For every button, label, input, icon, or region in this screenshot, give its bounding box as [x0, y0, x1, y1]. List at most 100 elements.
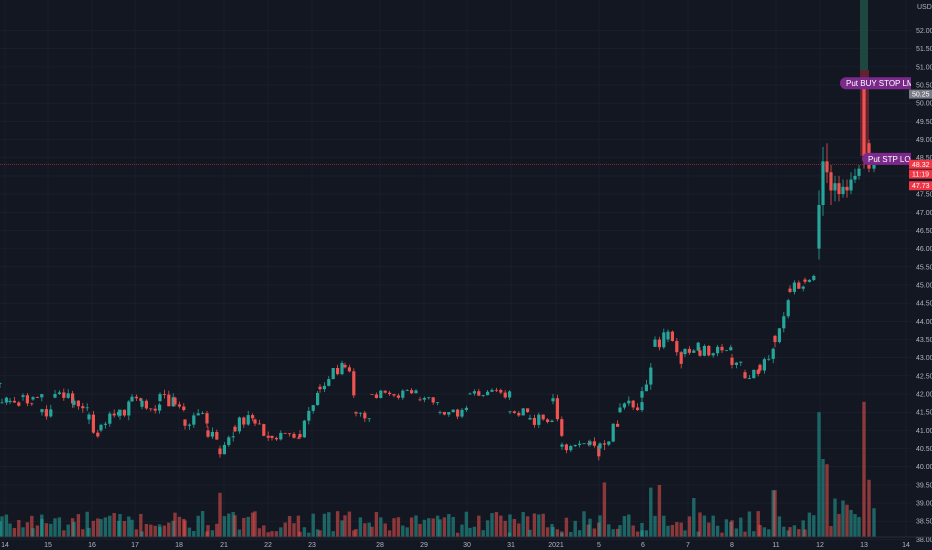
order-label-text: Put BUY STOP LMT: [846, 79, 919, 88]
price-tick-label: 49.50: [916, 119, 932, 126]
candle-body: [853, 175, 857, 180]
volume-bar: [103, 517, 108, 537]
volume-bar: [40, 519, 44, 537]
volume-bar: [724, 519, 729, 537]
volume-bar: [318, 530, 322, 537]
volume-bar: [8, 523, 12, 537]
candle-body: [607, 441, 611, 445]
candle-body: [103, 423, 107, 425]
candle-body: [636, 407, 640, 411]
volume-bar: [715, 525, 720, 537]
volume-bar: [555, 529, 560, 537]
volume-bar: [792, 525, 797, 537]
candle-body: [196, 413, 200, 416]
time-tick-label: 12: [816, 542, 824, 549]
volume-bar: [108, 515, 112, 537]
candle-body: [352, 371, 356, 396]
volume-bar: [401, 525, 405, 537]
candle-body: [292, 433, 296, 438]
volume-bar: [711, 515, 715, 537]
volume-bar: [551, 527, 555, 537]
candle-body: [108, 413, 112, 424]
volume-bar: [315, 529, 320, 537]
price-tick-label: 40.00: [916, 464, 932, 471]
candle-body: [427, 397, 431, 399]
volume-bar: [435, 515, 440, 537]
candle-body: [99, 424, 103, 431]
volume-bar: [422, 519, 427, 537]
candle-body: [12, 400, 16, 403]
price-tag-text: 11:19: [912, 172, 929, 179]
candle-body: [318, 386, 322, 390]
volume-bar: [72, 522, 76, 537]
candle-body: [91, 414, 95, 433]
candle-body: [262, 424, 266, 436]
candle-body: [44, 409, 48, 417]
candle-body: [218, 448, 222, 455]
volume-bar: [807, 512, 812, 537]
order-label[interactable]: Put BUY STOP LMT: [840, 77, 920, 90]
volume-bar: [438, 519, 442, 537]
volume-bar: [569, 532, 573, 537]
volume-bar: [525, 516, 530, 537]
volume-bar: [66, 524, 70, 537]
candle-body: [343, 364, 347, 368]
candle-body: [8, 400, 12, 403]
volume-bar: [862, 401, 866, 537]
candle-body: [526, 408, 530, 413]
candle-body: [35, 397, 39, 399]
candle-body: [383, 390, 387, 393]
candle-body: [550, 420, 554, 422]
candle-body: [158, 404, 162, 411]
candle-body: [370, 394, 374, 395]
time-tick-label: 13: [860, 542, 868, 549]
candle-body: [560, 419, 564, 436]
candle-body: [657, 339, 661, 348]
candle-body: [724, 350, 728, 352]
candle-body: [773, 335, 777, 343]
volume-bar: [687, 516, 692, 537]
price-tick-label: 44.00: [916, 319, 932, 326]
volume-bar: [17, 519, 21, 537]
volume-bar: [853, 514, 857, 537]
candle-body: [442, 412, 446, 415]
volume-bar: [857, 517, 861, 537]
candle-body: [801, 286, 805, 289]
candle-body: [503, 392, 507, 398]
volume-bar: [25, 522, 30, 537]
candle-body: [201, 413, 205, 414]
candle-body: [251, 415, 255, 419]
candle-body: [788, 288, 792, 292]
candle-body: [670, 331, 674, 342]
candle-body: [720, 346, 724, 351]
volume-bar: [447, 514, 451, 537]
candle-body: [340, 363, 344, 375]
volume-bar: [640, 522, 644, 537]
volume-bar: [307, 532, 311, 537]
volume-bar: [747, 511, 752, 537]
time-tick-label: 16: [88, 542, 96, 549]
candle-body: [53, 393, 57, 398]
volume-bar: [335, 511, 340, 537]
volume-bar: [409, 517, 414, 537]
candle-body: [692, 350, 696, 353]
volume-bar: [183, 520, 187, 537]
candle-body: [401, 390, 405, 398]
candle-body: [347, 367, 351, 372]
volume-bar: [468, 527, 472, 537]
candle-body: [422, 397, 426, 400]
volume-bar: [53, 518, 57, 537]
candle-body: [803, 279, 807, 282]
volume-bar: [825, 464, 829, 537]
volume-bar: [218, 492, 222, 537]
candle-body: [4, 397, 8, 403]
candle-body: [598, 443, 602, 449]
candle-body: [711, 353, 715, 356]
candle-body: [144, 400, 148, 409]
candle-body: [171, 397, 175, 407]
volume-bar: [405, 527, 409, 537]
volume-bar: [57, 517, 62, 537]
candle-body: [739, 361, 743, 363]
volume-bar: [196, 515, 200, 537]
